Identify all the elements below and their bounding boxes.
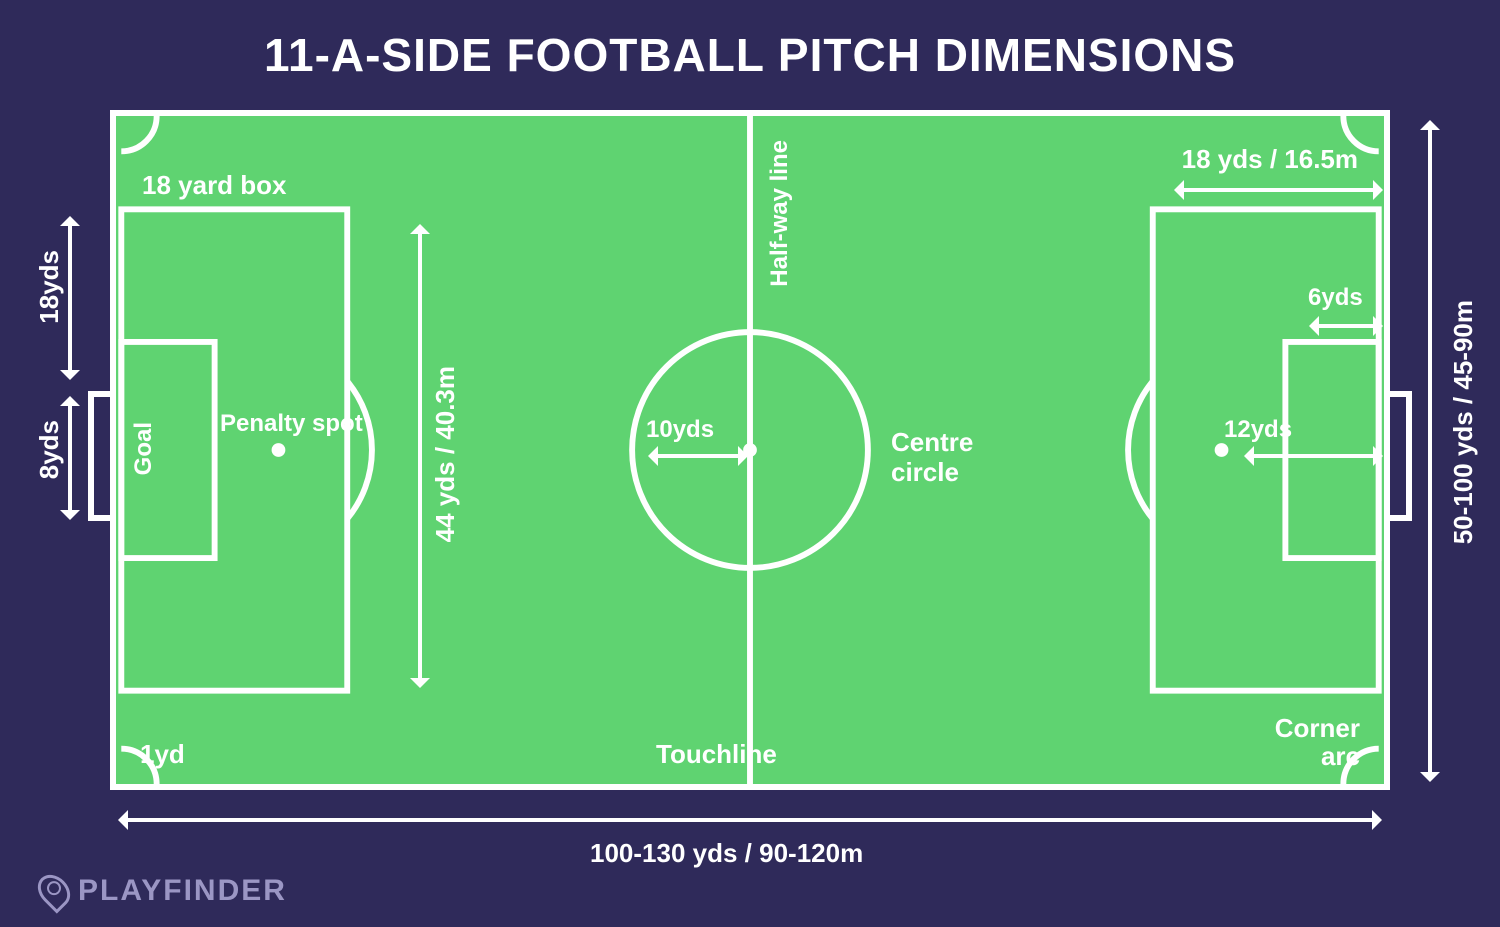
label-corner-dim: 1yd (140, 739, 185, 770)
brand-text: PLAYFINDER (78, 874, 287, 908)
goal-right (1390, 391, 1412, 521)
arrow-8yds (68, 398, 72, 518)
label-six-yard: 6yds (1308, 284, 1363, 312)
arrow-penalty-dist (1246, 454, 1381, 458)
label-18-yard-box: 18 yard box (142, 170, 287, 201)
label-penalty-spot: Penalty spot (220, 410, 363, 438)
label-penalty-dist: 12yds (1224, 416, 1292, 444)
arrow-width (1428, 122, 1432, 780)
label-corner-arc: Corner arc (1240, 715, 1360, 770)
label-8yds: 8yds (34, 420, 65, 479)
label-box-width: 18 yds / 16.5m (1182, 144, 1358, 175)
arrow-length (120, 818, 1380, 822)
label-18yds: 18yds (34, 250, 65, 324)
label-halfway: Half-way line (766, 140, 794, 287)
label-length: 100-130 yds / 90-120m (590, 838, 863, 869)
label-centre-radius: 10yds (646, 416, 714, 444)
arrow-box-width (1176, 188, 1381, 192)
label-touchline: Touchline (656, 739, 777, 770)
label-centre-circle: Centre circle (891, 428, 1031, 488)
arrow-six-yard (1311, 324, 1381, 328)
label-goal: Goal (130, 422, 158, 475)
goal-left (88, 391, 110, 521)
pitch-field: 18 yard box Penalty spot Goal Half-way l… (110, 110, 1390, 790)
pitch-container: 18 yard box Penalty spot Goal Half-way l… (110, 110, 1390, 790)
arrow-box-height (418, 226, 422, 686)
brand-logo: PLAYFINDER (40, 873, 287, 909)
diagram-title: 11-A-SIDE FOOTBALL PITCH DIMENSIONS (0, 0, 1500, 82)
pin-icon (31, 868, 76, 913)
arrow-centre-radius (650, 454, 746, 458)
label-width: 50-100 yds / 45-90m (1448, 300, 1479, 544)
label-box-height: 44 yds / 40.3m (430, 366, 461, 542)
arrow-18yds (68, 218, 72, 378)
